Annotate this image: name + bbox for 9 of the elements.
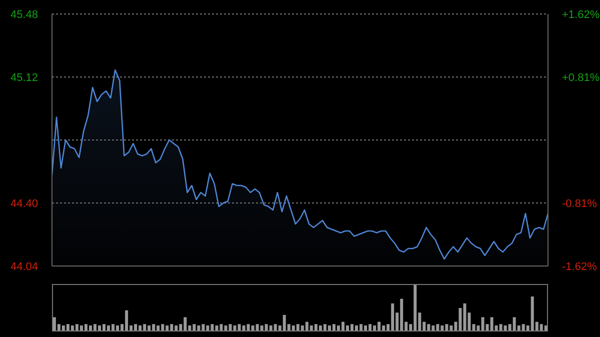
y-tick-label: 44.04 (10, 261, 38, 273)
y2-tick-label: -0.81% (562, 198, 598, 210)
bar (540, 324, 543, 331)
y-tick-label: 44.40 (10, 198, 38, 210)
y2-tick-label: +0.81% (562, 72, 600, 84)
y-tick-label: 45.48 (10, 9, 38, 21)
y2-tick-label: +1.62% (562, 9, 600, 21)
y2-tick-label: -1.62% (562, 261, 598, 273)
y-tick-label: 45.12 (10, 72, 38, 84)
